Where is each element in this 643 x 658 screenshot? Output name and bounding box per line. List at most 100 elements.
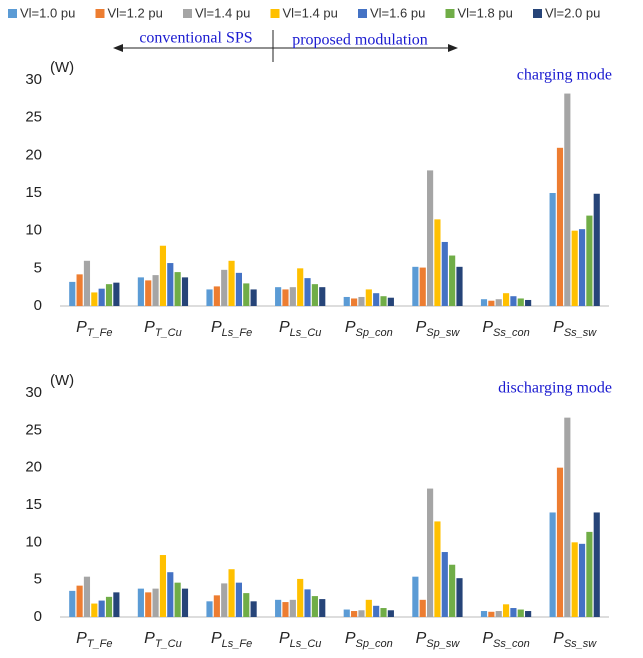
legend-swatch — [358, 9, 367, 18]
bar — [243, 283, 250, 306]
bar — [480, 611, 488, 617]
bar — [456, 578, 463, 617]
bar — [358, 610, 365, 617]
bar — [441, 552, 448, 617]
x-tick-label: PLs_Fe — [211, 319, 252, 339]
bar — [556, 147, 564, 306]
bar — [387, 297, 394, 306]
bar — [412, 266, 419, 306]
bar — [502, 293, 510, 306]
bar — [174, 272, 181, 306]
bar — [98, 288, 105, 306]
bar — [564, 93, 571, 306]
bar — [449, 255, 456, 306]
bar — [517, 609, 524, 617]
x-tick-label: PSp_con — [345, 630, 393, 650]
bar — [83, 260, 91, 306]
legend-swatch — [95, 9, 105, 18]
x-tick-label: PSs_sw — [553, 319, 597, 339]
y-tick-label: 15 — [25, 184, 42, 201]
x-tick-label: PT_Cu — [144, 319, 182, 339]
legend-swatch — [8, 9, 17, 18]
bar — [525, 611, 532, 617]
bar — [434, 219, 441, 306]
bar — [593, 193, 600, 306]
bar — [174, 582, 181, 617]
bar — [311, 596, 318, 617]
legend-swatch — [270, 9, 280, 18]
bar — [113, 592, 120, 617]
bar — [289, 599, 296, 617]
legend-label: Vl=1.2 pu — [108, 5, 163, 20]
bar — [517, 298, 524, 306]
bar — [152, 588, 159, 617]
annotation: conventional SPS — [139, 30, 252, 47]
bar — [282, 289, 289, 306]
bar — [159, 245, 167, 306]
bar — [373, 605, 380, 617]
bar — [275, 599, 282, 617]
y-tick-label: 5 — [34, 571, 42, 588]
bar — [76, 585, 83, 617]
bar — [213, 286, 220, 306]
mode-label: charging mode — [517, 67, 612, 84]
bar — [488, 300, 495, 306]
bar — [145, 592, 152, 617]
bar — [586, 531, 593, 617]
bar — [434, 521, 441, 617]
bar — [365, 599, 372, 617]
bar — [380, 608, 387, 617]
x-tick-label: PT_Cu — [144, 630, 182, 650]
bar — [297, 268, 304, 306]
bar — [235, 582, 242, 617]
y-tick-label: 30 — [25, 71, 42, 88]
bar — [427, 488, 434, 617]
legend-label: Vl=1.6 pu — [370, 5, 425, 20]
legend-label: Vl=1.4 pu — [283, 5, 338, 20]
y-tick-label: 20 — [25, 146, 42, 163]
y-tick-label: 0 — [34, 297, 42, 314]
bar — [343, 609, 350, 617]
x-tick-label: PSp_con — [345, 319, 393, 339]
bar — [412, 576, 419, 617]
bar — [235, 272, 242, 306]
bar — [137, 588, 144, 617]
x-tick-label: PSp_sw — [416, 630, 461, 650]
bar — [145, 280, 152, 306]
bar — [441, 241, 448, 306]
y-tick-label: 10 — [25, 533, 42, 550]
bar — [578, 543, 586, 617]
bar — [419, 267, 426, 306]
x-tick-label: PSs_con — [482, 630, 529, 650]
bar — [83, 576, 91, 617]
bar — [159, 555, 167, 617]
x-tick-label: PT_Fe — [76, 630, 112, 650]
bar — [556, 467, 564, 617]
bar — [351, 298, 358, 306]
x-tick-label: PLs_Cu — [279, 319, 321, 339]
bar — [243, 593, 250, 617]
bar — [181, 277, 189, 306]
bar — [113, 282, 120, 306]
bar — [495, 611, 502, 617]
bar — [206, 601, 213, 617]
bar — [250, 601, 257, 617]
bar — [502, 604, 510, 617]
bar — [571, 542, 578, 617]
legend-swatch — [445, 9, 455, 18]
bar — [351, 611, 358, 617]
bar — [137, 277, 144, 306]
bar — [275, 287, 282, 306]
bar — [69, 590, 76, 617]
bar — [311, 284, 318, 306]
bar — [69, 281, 76, 306]
bar — [282, 602, 289, 617]
x-tick-label: PSs_con — [482, 319, 529, 339]
bar — [221, 583, 228, 617]
legend-label: Vl=1.4 pu — [195, 5, 250, 20]
bar — [152, 275, 159, 306]
bar — [510, 608, 517, 617]
bar — [564, 417, 571, 617]
bar — [373, 293, 380, 306]
